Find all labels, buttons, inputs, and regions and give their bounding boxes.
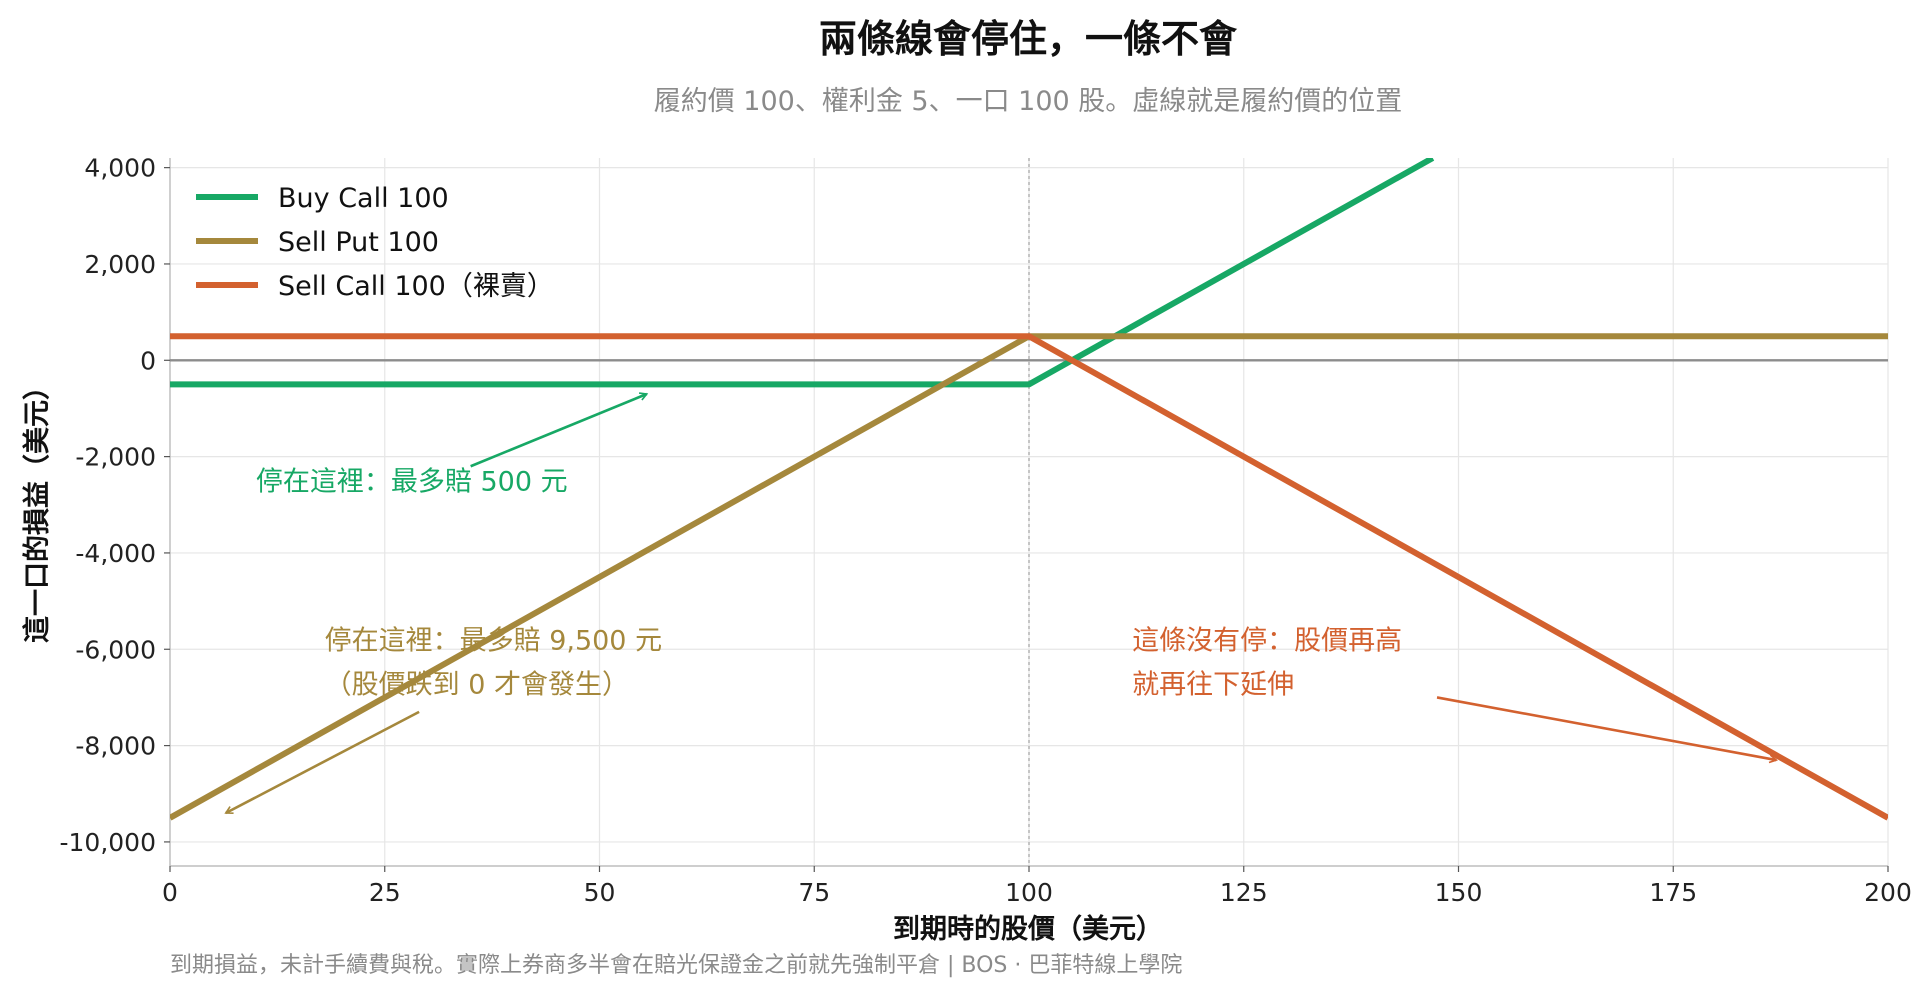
y-tick-label: 4,000 (84, 154, 156, 183)
legend: Buy Call 100 Sell Put 100 Sell Call 100（裸賣… (196, 183, 554, 302)
annotation-arrow (226, 710, 420, 815)
annotation-arrow (1436, 696, 1776, 760)
x-tick-label: 100 (1005, 878, 1053, 907)
x-tick-label: 25 (369, 878, 401, 907)
x-tick-label: 50 (584, 878, 616, 907)
annotation-text: （股價跌到 0 才會發生） (325, 669, 629, 700)
y-tick-label: -4,000 (75, 539, 156, 568)
annotation-text: 停在這裡：最多賠 9,500 元 (325, 625, 662, 656)
y-tick-label: -8,000 (75, 732, 156, 761)
x-tick-label: 75 (798, 878, 830, 907)
axes (169, 158, 1888, 867)
y-tick-label: -10,000 (60, 828, 157, 857)
legend-label: Buy Call 100 (278, 183, 449, 214)
x-tick-label: 125 (1220, 878, 1268, 907)
legend-label: Sell Put 100 (278, 227, 439, 258)
x-axis-label: 到期時的股價（美元） (893, 913, 1163, 945)
annotation-text: 停在這裡：最多賠 500 元 (256, 466, 568, 497)
chart-subtitle: 履約價 100、權利金 5、一口 100 股。虛線就是履約價的位置 (654, 86, 1403, 117)
x-tick-label: 175 (1649, 878, 1697, 907)
y-tick-label: -6,000 (75, 635, 156, 664)
y-tick-label: -2,000 (75, 443, 156, 472)
tick-labels: 0 25 50 75 100 125 150 175 200 4,000 2,000 0 -2,000 -… (60, 154, 1912, 907)
series-line (170, 158, 1435, 388)
annotation-text: 這條沒有停：股價再高 (1132, 625, 1402, 656)
series-line (170, 333, 1888, 821)
y-tick-label: 0 (140, 346, 156, 375)
x-tick-label: 150 (1435, 878, 1483, 907)
x-tick-label: 200 (1864, 878, 1912, 907)
x-tick-label: 0 (162, 878, 178, 907)
chart-title: 兩條線會停住，一條不會 (819, 17, 1238, 61)
annotation-text: 就再往下延伸 (1132, 669, 1294, 700)
y-tick-label: 2,000 (84, 250, 156, 279)
legend-label: Sell Call 100（裸賣） (278, 271, 554, 302)
series-layer (170, 158, 1888, 821)
y-axis-label: 這一口的損益（美元） (21, 373, 53, 643)
annotation-arrow (470, 394, 647, 468)
chart-footer: 到期損益，未計手續費與稅。實際上券商多半會在賠光保證金之前就先強制平倉 | BO… (170, 953, 1182, 978)
